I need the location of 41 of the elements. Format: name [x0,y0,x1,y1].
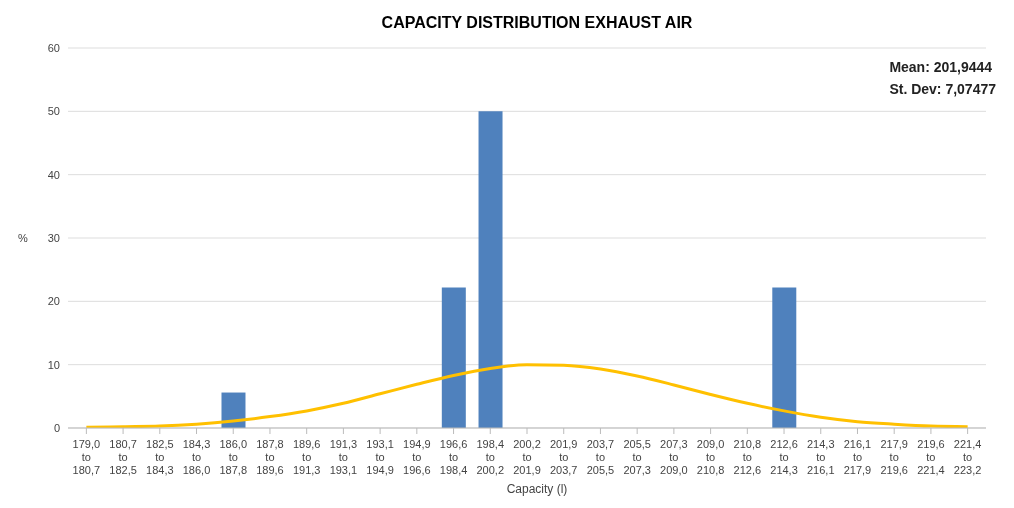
bar [772,287,797,428]
x-tick-label: 191,3 to 193,1 [329,438,358,476]
bar [478,111,503,428]
x-tick-label: 198,4 to 200,2 [476,438,505,476]
x-tick-label: 194,9 to 196,6 [403,438,431,476]
x-tick-label: 184,3 to 186,0 [182,438,211,476]
x-tick-label: 216,1 to 217,9 [843,438,872,476]
x-tick-label: 179,0 to 180,7 [72,438,101,476]
y-axis-title: % [18,231,28,244]
y-tick-label: 0 [53,421,60,434]
x-tick-label: 209,0 to 210,8 [696,438,725,476]
x-tick-label: 180,7 to 182,5 [109,438,137,476]
annotation: Mean: 201,9444 [889,58,994,77]
x-tick-label: 205,5 to 207,3 [623,438,651,476]
x-tick-label: 196,6 to 198,4 [439,438,468,476]
x-tick-label: 186,0 to 187,8 [219,438,248,476]
x-tick-label: 221,4 to 223,2 [953,438,982,476]
x-tick-label: 189,6 to 191,3 [292,438,321,476]
y-tick-label: 20 [47,295,60,308]
x-tick-label: 219,6 to 221,4 [917,438,945,476]
x-tick-label: 212,6 to 214,3 [770,438,798,476]
annotation: St. Dev: 7,07477 [889,80,996,99]
bar [441,287,466,428]
x-tick-label: 193,1 to 194,9 [366,438,394,476]
x-tick-label: 203,7 to 205,5 [586,438,615,476]
y-tick-label: 40 [47,168,60,181]
x-tick-label: 200,2 to 201,9 [513,438,541,476]
y-tick-label: 60 [47,41,60,54]
y-tick-label: 50 [47,105,60,118]
y-tick-label: 30 [47,231,60,244]
x-tick-label: 182,5 to 184,3 [146,438,174,476]
x-tick-label: 201,9 to 203,7 [549,438,578,476]
line-series [84,363,970,428]
x-tick-label: 214,3 to 216,1 [806,438,835,476]
y-tick-label: 10 [47,358,60,371]
x-tick-label: 187,8 to 189,6 [256,438,284,476]
x-tick-label: 207,3 to 209,0 [660,438,688,476]
x-axis-title: Capacity (l) [505,482,569,496]
x-tick-label: 217,9 to 219,6 [880,438,908,476]
x-tick-label: 210,8 to 212,6 [733,438,762,476]
chart-title: CAPACITY DISTRIBUTION EXHAUST AIR [380,13,694,33]
